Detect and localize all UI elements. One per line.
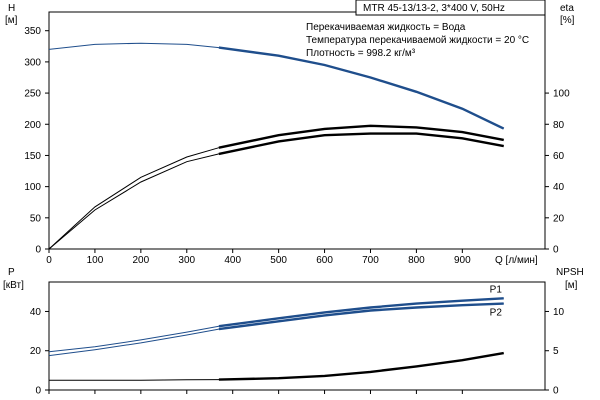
right-tick-label: 5 [553, 346, 559, 357]
top-left-axis: 0 50 100 150 200 250 300 350 [24, 26, 49, 256]
curve-p1-operating [218, 297, 504, 328]
bottom-right-axis: 0 5 10 [545, 307, 565, 397]
curve-series-1-operating [218, 46, 505, 130]
x-tick-label: 500 [270, 255, 287, 266]
annotation-fluid: Перекачиваемая жидкость = Вода [306, 22, 466, 33]
left-tick-label: 0 [35, 245, 41, 256]
left-tick-label: 40 [30, 307, 42, 318]
bottom-left-axis-label: P [8, 267, 15, 278]
right-tick-label: 60 [553, 151, 565, 162]
bottom-panel: P [кВт] NPSH [м] 0 20 40 0 5 10 P1 P2 [3, 267, 584, 397]
top-left-axis-label: H [8, 3, 15, 14]
x-tick-label: 300 [178, 255, 195, 266]
curve-p2-operating [218, 302, 504, 331]
bottom-series-group: P1 P2 [48, 284, 504, 381]
bottom-right-axis-label: NPSH [556, 267, 584, 278]
right-tick-label: 80 [553, 120, 565, 131]
right-tick-label: 20 [553, 213, 565, 224]
bottom-plot-frame [48, 281, 546, 391]
top-right-axis-label: eta [560, 3, 574, 14]
x-tick-label: 700 [362, 255, 379, 266]
right-tick-label: 40 [553, 182, 565, 193]
top-right-axis-unit: [%] [560, 15, 575, 26]
series-label-p1: P1 [490, 284, 503, 295]
curve-series-2-operating [218, 124, 504, 149]
series-label-p2: P2 [490, 308, 503, 319]
left-tick-label: 0 [35, 386, 41, 397]
curve-series-3-operating [218, 132, 504, 156]
right-tick-label: 100 [553, 89, 570, 100]
top-series-group [48, 42, 505, 250]
right-tick-label: 10 [553, 307, 565, 318]
chart-title: MTR 45-13/13-2, 3*400 V, 50Hz [363, 3, 505, 14]
x-tick-label: 200 [133, 255, 150, 266]
top-x-axis: 0 100 200 300 400 500 600 700 800 900 [46, 249, 471, 266]
left-tick-label: 50 [30, 213, 42, 224]
curve-series-3-operating [218, 351, 504, 381]
annotation-temperature: Температура перекачиваемой жидкости = 20… [306, 35, 529, 46]
annotation-density: Плотность = 998.2 кг/м³ [306, 48, 416, 59]
x-tick-label: 600 [316, 255, 333, 266]
bottom-left-axis: 0 20 40 [30, 307, 49, 397]
left-tick-label: 20 [30, 346, 42, 357]
x-tick-label: 800 [408, 255, 425, 266]
x-tick-label: 400 [224, 255, 241, 266]
top-left-axis-unit: [м] [5, 15, 18, 26]
x-tick-label: 100 [87, 255, 104, 266]
top-panel: MTR 45-13/13-2, 3*400 V, 50Hz Перекачива… [5, 0, 575, 266]
left-tick-label: 150 [24, 151, 41, 162]
top-plot-frame [48, 11, 546, 250]
x-axis-label: Q [л/мин] [495, 255, 538, 266]
left-tick-label: 100 [24, 182, 41, 193]
x-tick-label: 900 [454, 255, 471, 266]
x-tick-label: 0 [46, 255, 52, 266]
bottom-right-axis-unit: [м] [565, 280, 578, 291]
right-tick-label: 0 [553, 386, 559, 397]
top-right-axis: 0 20 40 60 80 100 [545, 89, 570, 256]
right-tick-label: 0 [553, 245, 559, 256]
title-box [355, 0, 546, 16]
bottom-left-axis-unit: [кВт] [3, 280, 24, 291]
left-tick-label: 250 [24, 89, 41, 100]
left-tick-label: 350 [24, 26, 41, 37]
left-tick-label: 200 [24, 120, 41, 131]
bottom-x-axis [48, 390, 463, 394]
left-tick-label: 300 [24, 57, 41, 68]
